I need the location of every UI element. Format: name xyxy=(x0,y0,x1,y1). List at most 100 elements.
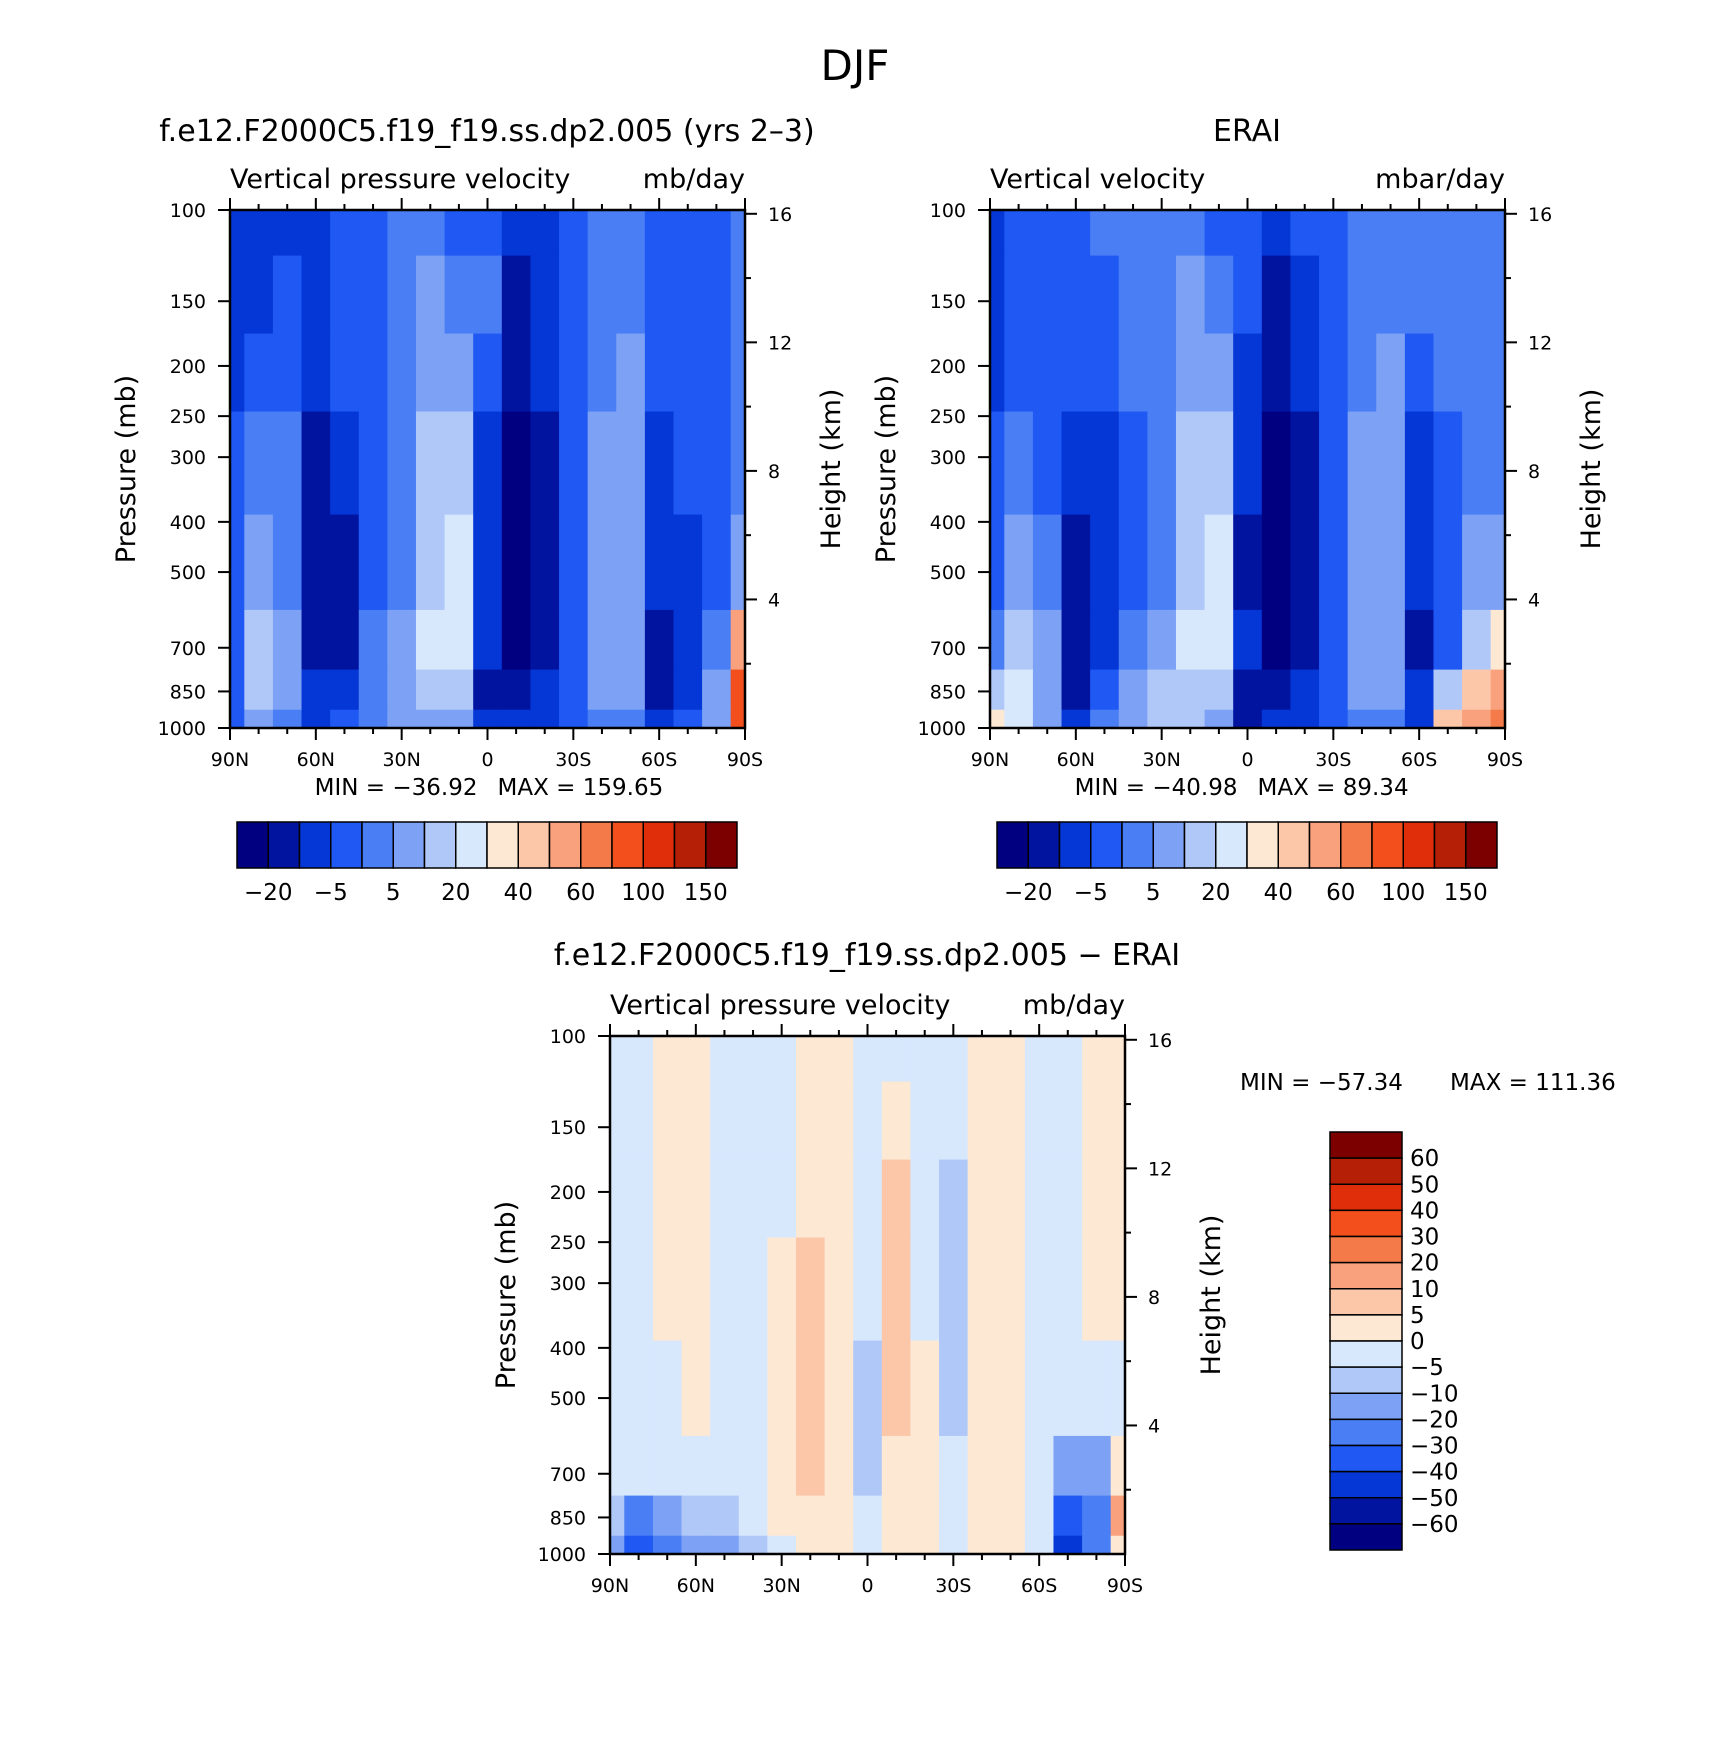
colorbar-box xyxy=(996,821,1029,869)
height-axis-title: Height (km) xyxy=(1196,1215,1227,1376)
field-cell xyxy=(415,210,446,257)
field-cell xyxy=(1462,411,1492,516)
field-cell xyxy=(996,1495,1026,1537)
field-cell xyxy=(738,1237,768,1342)
field-cell xyxy=(330,514,360,611)
field-cell xyxy=(330,255,360,335)
field-cell xyxy=(1061,210,1091,257)
field-cell xyxy=(853,1081,883,1161)
panel-variable-label: Vertical velocity xyxy=(990,164,1205,195)
x-tick-label: 90N xyxy=(591,1575,629,1597)
colorbar: −20 −5 5 20 40 60 100 150 xyxy=(236,821,738,906)
field-cell xyxy=(230,609,245,671)
x-tick-label: 60S xyxy=(641,749,677,771)
y-tick-label: 700 xyxy=(930,638,966,660)
field-cell xyxy=(1118,411,1148,516)
field-cell xyxy=(1024,1081,1055,1161)
field-cell xyxy=(1319,411,1349,516)
field-cell xyxy=(1147,514,1177,611)
field-cell xyxy=(795,1435,826,1497)
field-cell xyxy=(616,333,646,413)
x-tick-label: 30S xyxy=(1315,749,1351,771)
field-cell xyxy=(1090,709,1120,729)
field-cell xyxy=(1490,514,1506,611)
field-cell xyxy=(587,411,617,516)
colorbar-label: −40 xyxy=(1410,1460,1459,1486)
colorbar-box xyxy=(517,821,551,869)
field-cell xyxy=(644,333,675,413)
field-cell xyxy=(230,514,245,611)
field-cell xyxy=(996,1237,1026,1342)
x-axis: 90N 60N 30N 0 30S 60S 90S xyxy=(211,198,763,771)
field-cell xyxy=(1490,210,1506,257)
x-tick-label: 0 xyxy=(861,1575,873,1597)
field-cell xyxy=(616,514,646,611)
field-cell xyxy=(738,1036,768,1083)
field-cell xyxy=(1404,514,1435,611)
field-cell xyxy=(230,411,245,516)
field-cell xyxy=(673,514,703,611)
height-axis: 4 8 12 16 Height (km) xyxy=(745,204,847,665)
y-tick-label: 200 xyxy=(930,356,966,378)
field-cell xyxy=(1233,609,1263,671)
field-cell xyxy=(624,1495,654,1537)
height-tick-label: 12 xyxy=(1148,1158,1172,1180)
colorbar-box xyxy=(361,821,394,869)
field-cell xyxy=(244,609,274,671)
field-cell xyxy=(330,411,360,516)
x-axis: 90N 60N 30N 0 30S 60S 90S xyxy=(591,1024,1143,1597)
field-cell xyxy=(587,609,617,671)
y-tick-label: 700 xyxy=(550,1464,586,1486)
field-cell xyxy=(1004,411,1034,516)
panel-title: f.e12.F2000C5.f19_f19.ss.dp2.005 − ERAI xyxy=(554,938,1180,973)
colorbar-label: 100 xyxy=(1381,880,1425,906)
field-cell xyxy=(1110,1495,1126,1537)
field-cell xyxy=(767,1081,797,1161)
colorbar-label: 150 xyxy=(1444,880,1488,906)
colorbar-box xyxy=(642,821,676,869)
field-cell xyxy=(1404,709,1435,729)
field-cell xyxy=(358,333,388,413)
field-cell xyxy=(853,1159,883,1239)
height-axis-title: Height (km) xyxy=(816,389,847,550)
field-cell xyxy=(910,1435,940,1497)
field-cell xyxy=(881,1081,912,1161)
field-cell xyxy=(853,1435,883,1497)
field-cell xyxy=(230,709,245,729)
field-cell xyxy=(1053,1159,1083,1239)
field-cell xyxy=(473,669,503,711)
field-cell xyxy=(616,609,646,671)
field-cell xyxy=(652,1340,683,1437)
colorbar-box xyxy=(455,821,488,869)
field-cell xyxy=(1024,1237,1055,1342)
x-tick-label: 90S xyxy=(1107,1575,1143,1597)
field-cell xyxy=(616,255,646,335)
colorbar-label: 0 xyxy=(1410,1329,1425,1355)
colorbar-label: 50 xyxy=(1410,1172,1439,1198)
field-cell xyxy=(1433,333,1463,413)
figure-title: DJF xyxy=(821,41,890,90)
colorbar-label: −60 xyxy=(1410,1512,1459,1538)
colorbar-box xyxy=(1329,1183,1403,1212)
field-cell xyxy=(996,1340,1026,1437)
field-cell xyxy=(767,1495,797,1537)
x-tick-label: 30N xyxy=(1142,749,1180,771)
field-cell xyxy=(1053,1081,1083,1161)
field-cell xyxy=(415,411,446,516)
panel-units-label: mbar/day xyxy=(1375,164,1505,195)
field-cell xyxy=(1261,514,1292,611)
field-cell xyxy=(587,255,617,335)
y-axis: 100 150 200 250 300 400 500 700 850 1000 Pressure … xyxy=(111,200,230,740)
y-axis: 100 150 200 250 300 400 500 700 850 1000 Pressure … xyxy=(871,200,990,740)
field-cell xyxy=(652,1036,683,1083)
field-cell xyxy=(644,669,675,711)
field-cell xyxy=(702,669,732,711)
field-cell xyxy=(301,669,331,711)
colorbar-box xyxy=(1183,821,1217,869)
field-cell xyxy=(795,1081,826,1161)
field-cell xyxy=(301,333,331,413)
field-cell xyxy=(444,333,474,413)
field-cell xyxy=(610,1159,625,1239)
field-cell xyxy=(853,1495,883,1537)
field-cell xyxy=(1090,609,1120,671)
